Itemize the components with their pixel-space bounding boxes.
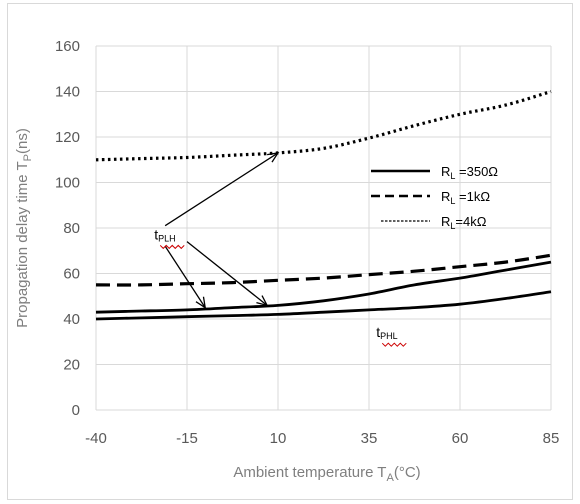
y-tick-label: 100: [55, 175, 80, 192]
annotation-arrow: [164, 152, 280, 227]
series-line-dashed: [95, 253, 552, 287]
tick-labels: 0 20 40 60 80 100 120 140 160 -40 -15 10 35 60 85: [55, 38, 559, 447]
x-axis-title: Ambient temperature TA(°C): [233, 464, 420, 484]
legend-label: RL =1kΩ: [441, 189, 490, 206]
annotation-arrow: [164, 245, 207, 309]
annotations: tPLH tPHL: [154, 226, 407, 347]
x-tick-label: 85: [543, 430, 560, 447]
svg-text:tPLH: tPLH: [154, 226, 175, 243]
y-tick-label: 140: [55, 84, 80, 101]
chart-frame: [7, 3, 573, 500]
x-tick-label: 60: [452, 430, 469, 447]
spellcheck-squiggle: [381, 342, 407, 347]
spellcheck-squiggle: [159, 244, 185, 250]
annotation-arrow: [186, 241, 269, 307]
y-tick-label: 120: [55, 129, 80, 146]
y-axis-title: Propagation delay time TP(ns): [14, 128, 34, 328]
legend-item: RL=4kΩ: [381, 214, 487, 231]
series-line-dotted: [95, 89, 552, 162]
y-tick-label: 0: [72, 402, 80, 419]
series-group: [95, 89, 552, 321]
x-tick-label: 10: [270, 430, 287, 447]
legend: RL =350Ω RL =1kΩ RL=4kΩ: [371, 164, 498, 231]
legend-label: RL=4kΩ: [441, 214, 487, 231]
annotation-arrows: [164, 152, 280, 309]
legend-label: RL =350Ω: [441, 164, 498, 181]
y-tick-label: 20: [63, 357, 80, 374]
legend-item: RL =1kΩ: [371, 189, 490, 206]
y-tick-label: 40: [63, 311, 80, 328]
annotation-phl: tPHL: [376, 324, 407, 347]
y-tick-label: 160: [55, 38, 80, 55]
y-tick-label: 80: [63, 220, 80, 237]
grid: [95, 45, 552, 411]
series-line-solid-tphl: [95, 290, 552, 321]
x-tick-label: -40: [85, 430, 107, 447]
y-tick-label: 60: [63, 266, 80, 283]
annotation-plh: tPLH: [154, 226, 185, 250]
x-tick-label: 35: [361, 430, 378, 447]
x-tick-label: -15: [176, 430, 198, 447]
svg-text:tPHL: tPHL: [376, 324, 397, 341]
legend-item: RL =350Ω: [371, 164, 498, 181]
series-line-solid-tplh: [95, 260, 552, 314]
